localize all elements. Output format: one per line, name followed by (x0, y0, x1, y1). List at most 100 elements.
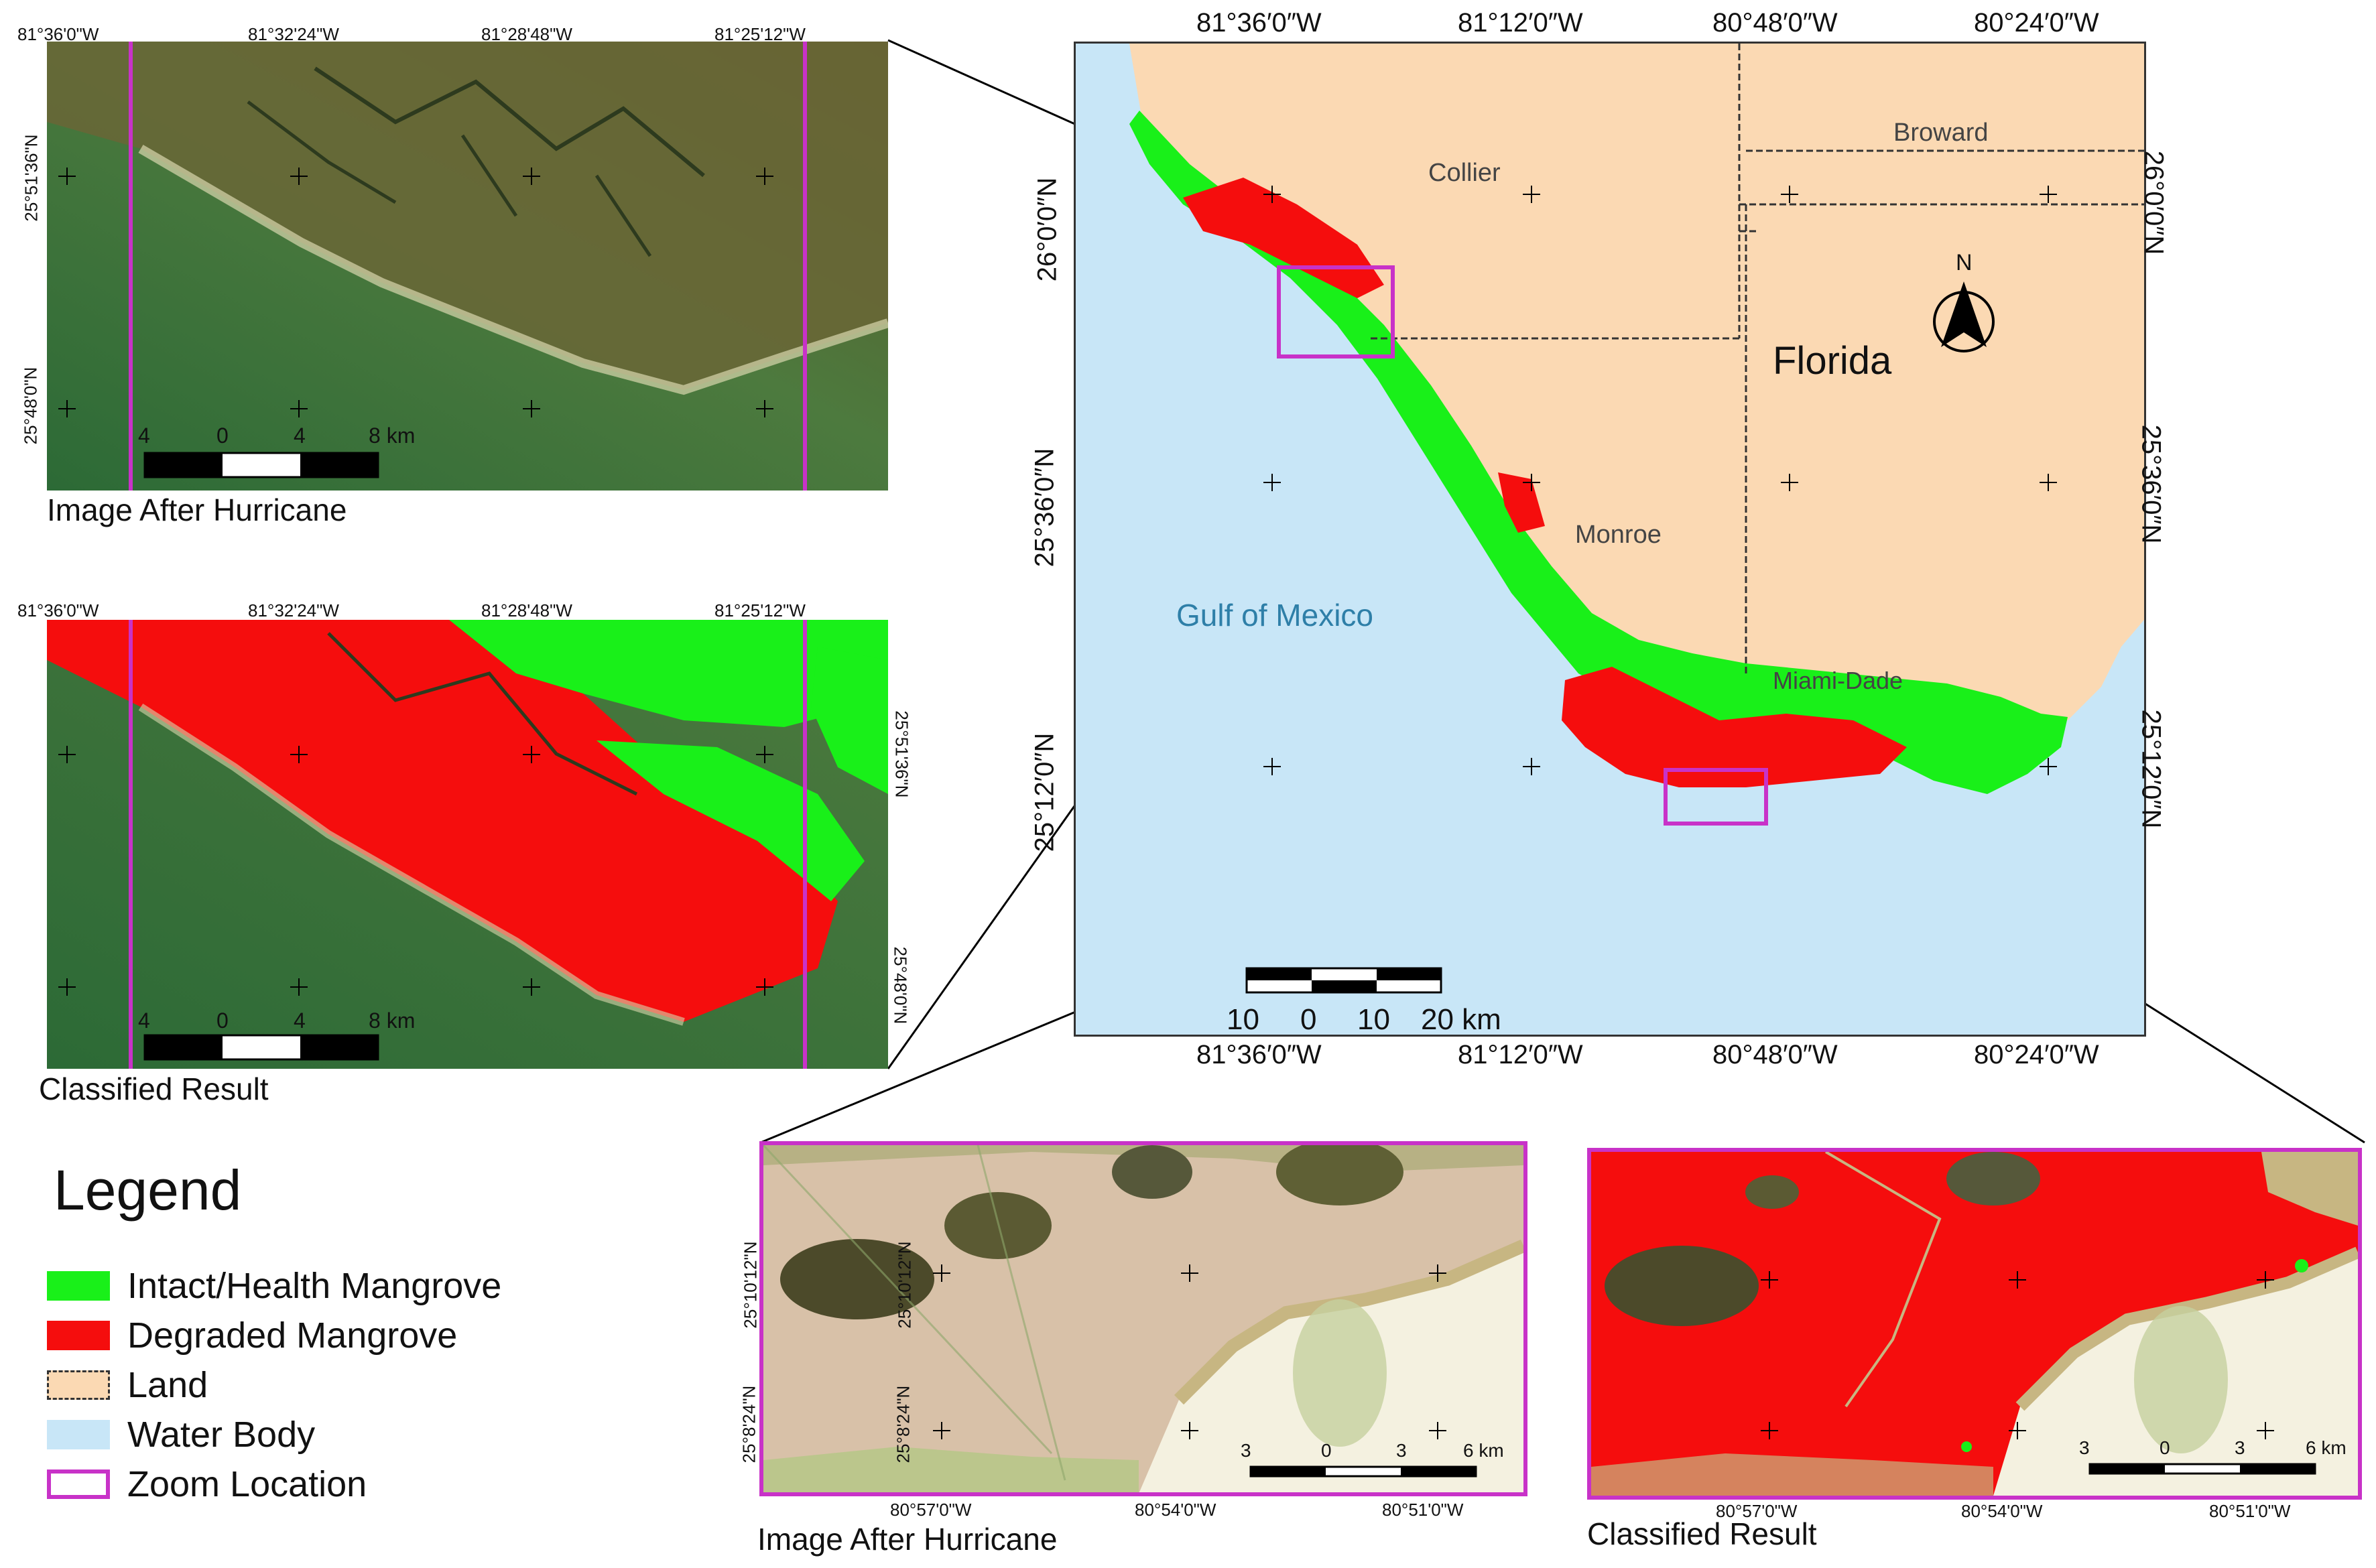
scale-label: 4 (138, 423, 150, 448)
scale-label: 0 (1321, 1440, 1332, 1461)
main-right-coord: 25°12′0″N (2136, 709, 2166, 829)
label-florida: Florida (1773, 339, 1892, 383)
inset-mid-coord: 81°32'24"W (248, 600, 339, 620)
scale-label: 8 km (369, 423, 416, 448)
scale-label: 3 (1241, 1440, 1251, 1461)
inset-mid-right-coord: 25°51'36"N (891, 710, 912, 798)
legend-label: Land (127, 1365, 208, 1405)
grid-cross (756, 168, 773, 185)
zoom-box-north (1277, 265, 1395, 358)
grid-cross (58, 746, 76, 763)
grid-cross (933, 1264, 950, 1282)
inset-bl-bottom-coord: 80°57'0"W (890, 1500, 972, 1520)
scale-label: 0 (216, 423, 229, 448)
legend-label: Water Body (127, 1415, 316, 1455)
scale-label: 4 (138, 1008, 150, 1033)
grid-cross (1523, 474, 1540, 491)
inset-bl-scale-bar (1249, 1465, 1477, 1478)
grid-cross (1263, 474, 1281, 491)
grid-cross (2040, 758, 2057, 775)
inset-br-left-coord: 25°8'24"N (893, 1385, 914, 1463)
main-top-coord: 81°12′0″W (1458, 8, 1583, 38)
inset-top-coord: 81°36'0"W (17, 24, 99, 44)
inset-top-image: 4 0 4 8 km (47, 42, 888, 491)
main-top-coord: 80°24′0″W (1974, 8, 2099, 38)
grid-cross (290, 978, 308, 996)
label-north: N (1956, 250, 1973, 275)
inset-br-scale-bar (2088, 1463, 2316, 1475)
inset-bl-bottom-coord: 80°54'0"W (1135, 1500, 1216, 1520)
zoom-frame-left-edge (129, 42, 133, 491)
legend-item-intact: Intact/Health Mangrove (47, 1265, 501, 1307)
main-right-coord: 25°36′0″N (2136, 424, 2166, 544)
grid-cross (1263, 186, 1281, 203)
grid-cross (2009, 1271, 2026, 1289)
grid-cross (58, 168, 76, 185)
grid-cross (1181, 1264, 1198, 1282)
legend-swatch (47, 1420, 110, 1449)
legend-swatch (47, 1271, 110, 1301)
main-map: Collier Broward Florida Monroe Miami-Dad… (1074, 42, 2146, 1037)
scale-label: 20 km (1421, 1003, 1501, 1036)
inset-bl-caption: Image After Hurricane (757, 1522, 1058, 1557)
grid-cross (290, 400, 308, 417)
grid-cross (1761, 1271, 1778, 1289)
zoom-box-south (1664, 768, 1768, 826)
grid-cross (2257, 1271, 2274, 1289)
inset-bl-left-coord: 25°10'12"N (740, 1241, 761, 1329)
grid-cross (933, 1422, 950, 1439)
main-left-coord: 25°36′0″N (1029, 448, 1060, 568)
legend-label: Degraded Mangrove (127, 1315, 458, 1356)
main-bottom-coord: 80°48′0″W (1712, 1040, 1838, 1069)
legend-swatch (47, 1321, 110, 1350)
zoom-frame-right-edge (803, 42, 807, 491)
scale-label: 0 (2160, 1437, 2170, 1458)
inset-mid-coord: 81°36'0"W (17, 600, 99, 620)
inset-top-left-coord: 25°51'36"N (21, 134, 42, 222)
inset-mid-scale-bar (143, 1034, 379, 1061)
grid-cross (1263, 758, 1281, 775)
legend-item-land: Land (47, 1364, 208, 1406)
grid-cross (1761, 1422, 1778, 1439)
scale-label: 3 (2079, 1437, 2090, 1458)
scale-label: 3 (1396, 1440, 1407, 1461)
grid-cross (2009, 1422, 2026, 1439)
main-left-coord: 26°0′0″N (1032, 177, 1062, 282)
grid-cross (756, 978, 773, 996)
legend-title: Legend (54, 1159, 242, 1222)
zoom-frame-right-edge (803, 620, 807, 1069)
grid-cross (523, 978, 540, 996)
scale-label: 4 (294, 1008, 306, 1033)
scale-label: 6 km (2306, 1437, 2347, 1458)
main-top-coord: 80°48′0″W (1712, 8, 1838, 38)
inset-mid-image: 4 0 4 8 km (47, 620, 888, 1069)
label-miami-dade: Miami-Dade (1773, 667, 1903, 694)
degraded-patch-mid (1498, 472, 1545, 533)
scale-label: 10 (1227, 1003, 1259, 1036)
inset-bottom-right-image: 3 0 3 6 km (1587, 1148, 2362, 1500)
legend-swatch (47, 1469, 110, 1499)
grid-cross (1429, 1264, 1446, 1282)
grid-cross (756, 400, 773, 417)
inset-top-coord: 81°32'24"W (248, 24, 339, 44)
inset-mid-coord: 81°25'12"W (714, 600, 806, 620)
inset-bl-left-coord: 25°8'24"N (739, 1385, 759, 1463)
grid-cross (756, 746, 773, 763)
inset-top-scale-bar (143, 452, 379, 478)
legend-item-water: Water Body (47, 1414, 315, 1455)
main-bottom-coord: 80°24′0″W (1974, 1040, 2099, 1069)
grid-cross (1429, 1422, 1446, 1439)
main-map-canvas (1129, 44, 2144, 994)
legend-item-zoom: Zoom Location (47, 1463, 367, 1505)
label-monroe: Monroe (1575, 521, 1662, 549)
inset-br-bottom-coord: 80°54'0"W (1961, 1501, 2043, 1521)
inset-br-left-coord: 25°10'12"N (894, 1241, 915, 1329)
grid-cross (523, 168, 540, 185)
grid-cross (2257, 1422, 2274, 1439)
grid-cross (290, 746, 308, 763)
inset-br-caption: Classified Result (1587, 1516, 1817, 1551)
inset-top-left-coord: 25°48'0"N (20, 367, 41, 445)
intact-mangrove-band (1129, 111, 2068, 794)
grid-cross (58, 400, 76, 417)
legend-item-degraded: Degraded Mangrove (47, 1315, 457, 1356)
